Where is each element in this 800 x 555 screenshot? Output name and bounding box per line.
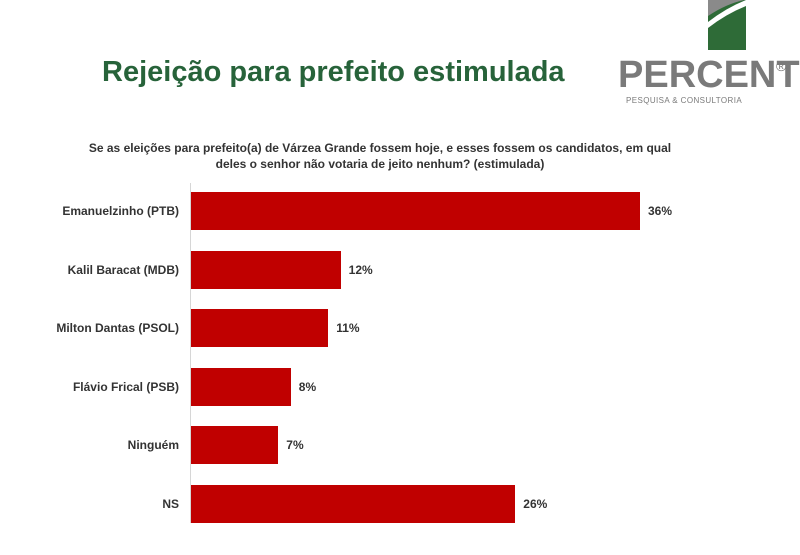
bar: [191, 485, 516, 523]
category-label: Ninguém: [127, 438, 179, 453]
page-title: Rejeição para prefeito estimulada: [102, 56, 565, 88]
bar: [191, 426, 279, 465]
category-label: NS: [162, 497, 179, 511]
category-label: Emanuelzinho (PTB): [62, 204, 179, 218]
chart-axis-line: [190, 183, 191, 523]
data-label: 12%: [348, 262, 373, 277]
data-label: 36%: [648, 204, 673, 218]
category-label: Kalil Baracat (MDB): [67, 262, 179, 277]
logo-registered-mark: ®: [776, 58, 787, 74]
logo-wordmark: PERCENT: [618, 54, 800, 96]
data-label: 8%: [298, 379, 317, 394]
bar: [191, 192, 640, 230]
bar: [191, 367, 291, 406]
logo-tagline: PESQUISA & CONSULTORIA: [626, 96, 743, 105]
data-label: 26%: [523, 497, 548, 511]
bar: [191, 250, 341, 289]
data-label: 11%: [336, 321, 360, 336]
category-label: Flávio Frical (PSB): [72, 379, 179, 394]
chart-question: Se as eleições para prefeito(a) de Várze…: [88, 141, 672, 171]
data-label: 7%: [286, 438, 304, 453]
percent-logo: PERCENT ® PESQUISA & CONSULTORIA: [616, 0, 800, 110]
logo-mark-icon: [708, 0, 746, 50]
bar: [191, 309, 329, 348]
category-label: Milton Dantas (PSOL): [56, 321, 179, 336]
